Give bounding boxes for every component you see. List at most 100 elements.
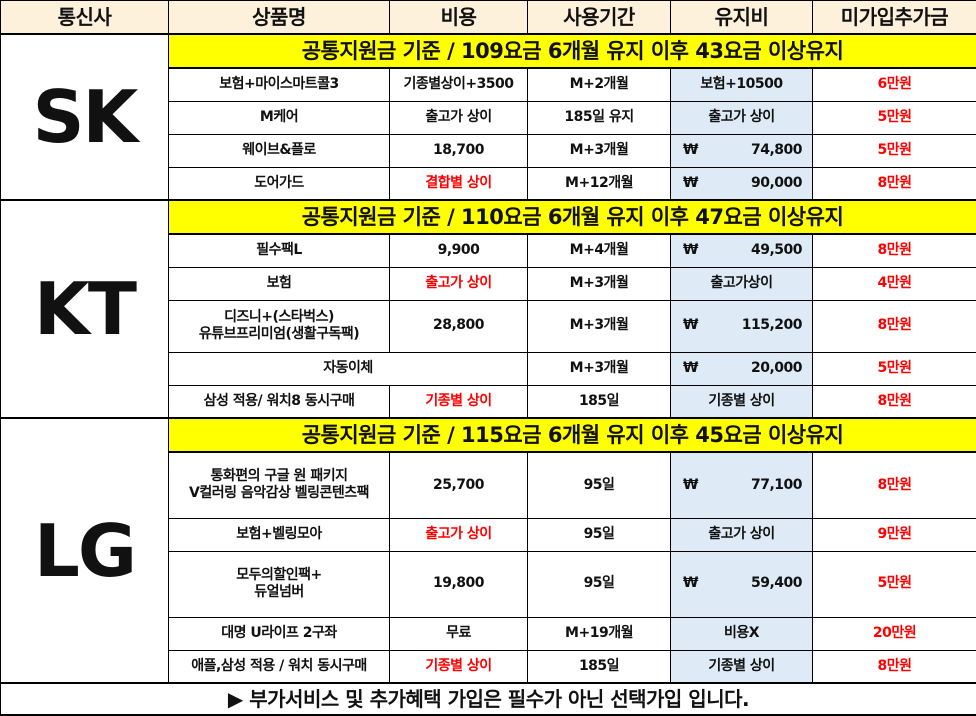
maintenance-fee: ₩77,100	[671, 452, 813, 518]
maintenance-fee: 보험+10500	[671, 68, 813, 101]
maintenance-fee: ₩90,000	[671, 167, 813, 200]
fee-value: 115,200	[742, 317, 802, 335]
extra-charge: 8만원	[813, 300, 976, 352]
cost: 19,800	[390, 551, 528, 617]
fee-amount: ₩115,200	[671, 317, 812, 335]
cost: 결합별 상이	[390, 167, 528, 200]
maintenance-fee: ₩74,800	[671, 134, 813, 167]
cost: 기종별 상이	[390, 385, 528, 418]
header-row: 통신사 상품명 비용 사용기간 유지비 미가입추가금	[1, 1, 976, 35]
won-symbol: ₩	[683, 575, 698, 593]
product-name-line: 필수팩L	[256, 242, 302, 258]
product-name-line: 보험	[267, 275, 292, 291]
product-name-line: 통화편의 구글 원 패키지	[211, 468, 348, 484]
extra-charge: 8만원	[813, 234, 976, 267]
won-symbol: ₩	[683, 317, 698, 335]
cost: 출고가 상이	[390, 101, 528, 134]
period: 185일	[528, 650, 671, 683]
header-carrier: 통신사	[1, 1, 169, 35]
carrier-banner: 공통지원금 기준 / 110요금 6개월 유지 이후 47요금 이상유지	[169, 200, 976, 234]
extra-charge: 9만원	[813, 518, 976, 551]
maintenance-fee: ₩115,200	[671, 300, 813, 352]
period: M+19개월	[528, 617, 671, 650]
product-name: 필수팩L	[169, 234, 390, 267]
fee-value: 20,000	[751, 360, 802, 378]
product-name: M케어	[169, 101, 390, 134]
extra-charge: 5만원	[813, 101, 976, 134]
extra-charge: 8만원	[813, 650, 976, 683]
maintenance-fee: ₩49,500	[671, 234, 813, 267]
period: M+12개월	[528, 167, 671, 200]
product-name-line: V컬러링 음악감상 벨링콘텐츠팩	[189, 485, 369, 501]
period: 185일 유지	[528, 101, 671, 134]
won-symbol: ₩	[683, 360, 698, 378]
extra-charge: 8만원	[813, 452, 976, 518]
product-name: 애플,삼성 적용 / 워치 동시구매	[169, 650, 390, 683]
product-name-line: 애플,삼성 적용 / 워치 동시구매	[191, 658, 367, 674]
won-symbol: ₩	[683, 242, 698, 260]
product-name-line: 자동이체	[323, 360, 373, 376]
period: M+3개월	[528, 134, 671, 167]
product-name: 모두의할인팩+듀얼넘버	[169, 551, 390, 617]
product-name: 보험+마이스마트콜3	[169, 68, 390, 101]
extra-charge: 4만원	[813, 267, 976, 300]
fee-amount: ₩74,800	[671, 142, 812, 160]
maintenance-fee: ₩20,000	[671, 352, 813, 385]
fee-amount: ₩77,100	[671, 477, 812, 495]
period: 185일	[528, 385, 671, 418]
extra-charge: 8만원	[813, 385, 976, 418]
product-name-line: 보험+벨링모아	[236, 526, 322, 542]
fee-value: 59,400	[751, 575, 802, 593]
won-symbol: ₩	[683, 477, 698, 495]
extra-charge: 5만원	[813, 134, 976, 167]
carrier-banner: 공통지원금 기준 / 109요금 6개월 유지 이후 43요금 이상유지	[169, 34, 976, 68]
product-name-line: 보험+마이스마트콜3	[219, 76, 339, 92]
product-name: 대명 U라이프 2구좌	[169, 617, 390, 650]
cost: 출고가 상이	[390, 518, 528, 551]
product-name: 도어가드	[169, 167, 390, 200]
maintenance-fee: 기종별 상이	[671, 650, 813, 683]
fee-value: 90,000	[751, 175, 802, 193]
maintenance-fee: 기종별 상이	[671, 385, 813, 418]
fee-amount: ₩90,000	[671, 175, 812, 193]
product-name-line: 듀얼넘버	[254, 584, 304, 600]
cost: 25,700	[390, 452, 528, 518]
period: M+3개월	[528, 267, 671, 300]
maintenance-fee: 출고가 상이	[671, 101, 813, 134]
carrier-name: SK	[1, 34, 169, 200]
cost: 기종별 상이	[390, 650, 528, 683]
footer-notice: ▶ 부가서비스 및 추가혜택 가입은 필수가 아닌 선택가입 입니다.	[1, 683, 976, 715]
fee-value: 77,100	[751, 477, 802, 495]
won-symbol: ₩	[683, 142, 698, 160]
period: 95일	[528, 551, 671, 617]
cost: 9,900	[390, 234, 528, 267]
product-name: 디즈니+(스타벅스)유튜브프리미엄(생활구독팩)	[169, 300, 390, 352]
period: M+3개월	[528, 300, 671, 352]
extra-charge: 5만원	[813, 551, 976, 617]
product-name: 보험+벨링모아	[169, 518, 390, 551]
product-name-line: 디즈니+(스타벅스)	[224, 309, 334, 325]
extra-charge: 8만원	[813, 167, 976, 200]
product-name-line: 대명 U라이프 2구좌	[221, 625, 337, 641]
period: 95일	[528, 452, 671, 518]
cost: 기종별상이+3500	[390, 68, 528, 101]
fee-amount: ₩20,000	[671, 360, 812, 378]
product-name-line: 웨이브&플로	[242, 142, 316, 158]
period: M+3개월	[528, 352, 671, 385]
product-name-line: 모두의할인팩+	[236, 567, 322, 583]
period: M+4개월	[528, 234, 671, 267]
carrier-name: LG	[1, 418, 169, 683]
maintenance-fee: ₩59,400	[671, 551, 813, 617]
product-name: 자동이체	[169, 352, 528, 385]
product-name: 웨이브&플로	[169, 134, 390, 167]
fee-amount: ₩59,400	[671, 575, 812, 593]
fee-amount: ₩49,500	[671, 242, 812, 260]
product-name-line: 유튜브프리미엄(생활구독팩)	[199, 326, 359, 342]
header-period: 사용기간	[528, 1, 671, 35]
footer-row: ▶ 부가서비스 및 추가혜택 가입은 필수가 아닌 선택가입 입니다.	[1, 683, 976, 715]
period: M+2개월	[528, 68, 671, 101]
